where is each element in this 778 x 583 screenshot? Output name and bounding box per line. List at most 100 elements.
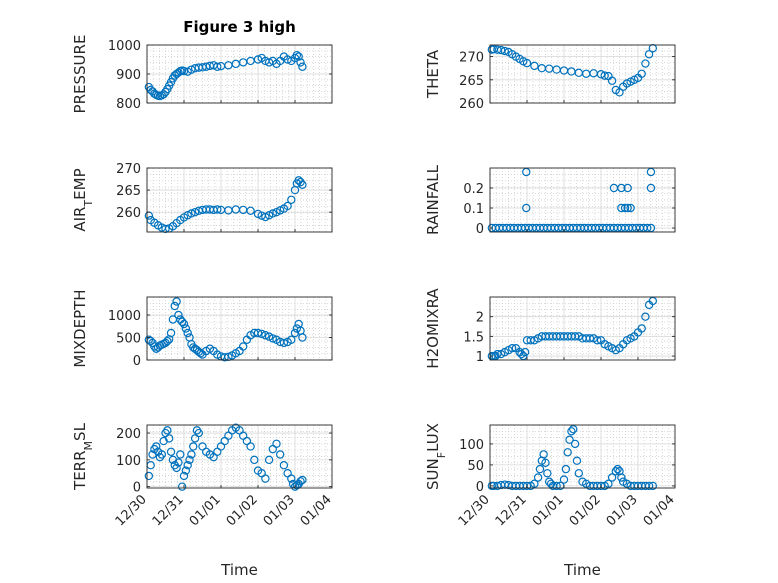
data-series [144,297,307,362]
axes-box [489,44,676,104]
data-point [287,335,296,344]
xtick-label: 01/01 [530,492,567,529]
data-point [292,50,302,60]
y-axis-label-main: RAINFALL [424,164,442,235]
subplot-pressure: 800 900 1000 PRESSURE Figure 3 high [71,18,333,114]
data-point [559,475,569,484]
data-point [623,203,632,213]
ytick-label: 0 [133,354,141,369]
subplot-mixdepth: 0 500 1000 MIXDEPTH [71,289,333,369]
data-point [177,317,187,326]
data-point [213,62,222,71]
y-axis-label-main: MIXDEPTH [71,289,89,367]
data-series [487,44,658,97]
xtick-label: 01/01 [187,492,224,529]
data-point [522,203,531,213]
y-axis-label-main: AIR [71,207,89,232]
data-point [600,71,609,80]
major-grid [147,425,332,488]
data-point [530,479,539,488]
xtick-label: 01/02 [224,492,261,529]
subplot-theta: 260 265 270 THETA [424,44,676,112]
ytick-label: 265 [459,74,484,89]
data-point [176,450,185,459]
y-axis-label: PRESSURE [71,35,89,114]
data-series [144,176,307,234]
data-point [261,331,270,340]
ytick-label: 0 [133,481,141,496]
ytick-label: 800 [116,97,141,112]
data-point [298,475,307,485]
data-point [276,450,285,459]
data-point [187,450,196,459]
data-point [298,333,307,342]
data-point [261,474,270,483]
ytick-label: 260 [116,206,141,221]
data-point [572,456,582,465]
data-point [585,334,595,343]
data-point [246,206,255,216]
xtick-label: 01/04 [298,492,335,529]
data-point [617,473,626,482]
data-point [287,195,296,204]
ytick-label: 900 [116,68,141,83]
y-axis-label-main: H2OMIXRA [424,288,442,369]
data-point [190,207,200,217]
data-point [268,334,277,343]
y-axis-label-main: TERR [71,450,89,491]
data-point [607,76,617,85]
data-point [287,474,296,483]
data-point [526,336,535,345]
subplot-terr-msl: 0 100 200 12/30 12/31 01/01 01/02 01/03 01/04 Tim… [71,422,335,579]
data-point [574,469,584,478]
data-point [179,319,189,329]
data-point [623,183,632,193]
y-axis-label-subscript: T [82,200,95,208]
xtick-label: 12/31 [150,492,187,529]
data-point [607,473,617,482]
data-point [561,464,571,474]
data-point [493,349,502,359]
xtick-label: 01/03 [604,492,641,529]
axes-box [489,296,676,361]
data-point [174,310,183,320]
data-point [179,471,189,481]
data-point [596,481,606,491]
data-point [552,481,561,491]
ytick-label: 200 [116,427,141,442]
y-axis-label-main: SUN [424,458,442,490]
data-point [144,471,154,481]
data-point [166,328,176,338]
data-point [250,455,259,465]
data-point [648,481,658,491]
data-point [617,183,626,193]
data-point [296,58,305,67]
xtick-label: 01/02 [567,492,604,529]
data-point [170,301,179,311]
y-axis-label-main: PRESSURE [71,35,89,114]
subplot-h2omixra: 1 1.5 2 H2OMIXRA [424,288,676,369]
data-series [487,296,658,361]
data-point [596,70,606,79]
y-axis-label: SUNFLUX [424,423,448,490]
axes-box [489,167,676,233]
axes-box [146,424,333,489]
data-point [187,65,196,74]
y-axis-label: RAINFALL [424,164,442,235]
data-point [641,59,650,68]
xtick-label: 12/30 [456,492,493,529]
data-point [224,352,233,362]
xtick-label: 01/03 [261,492,298,529]
data-point [569,425,578,434]
data-point [496,45,506,55]
data-point [294,52,303,61]
data-point [172,463,181,473]
data-point [196,349,205,358]
ytick-label: 100 [459,438,484,453]
axes-box [489,424,676,489]
data-point [177,482,187,491]
data-point [617,203,626,213]
data-point [174,458,183,467]
data-point [238,342,248,351]
